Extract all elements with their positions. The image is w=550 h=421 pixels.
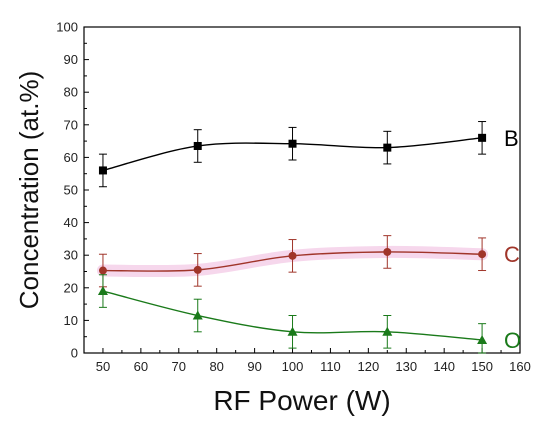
x-tick-label: 70 [172,359,186,374]
data-point [478,250,487,259]
series-c [96,235,489,288]
data-point [98,166,107,175]
y-axis: 0 10 20 30 40 50 60 70 80 90 100 [56,20,89,361]
data-point [383,247,392,256]
y-tick-label: 20 [64,280,78,295]
series-label-o: O [504,328,521,353]
series-label-b: B [504,126,519,151]
y-tick-label: 0 [71,346,78,361]
data-point [193,265,202,274]
x-tick-label: 140 [433,359,455,374]
x-tick-label: 60 [134,359,148,374]
data-point [477,334,488,344]
y-tick-label: 40 [64,215,78,230]
y-tick-label: 60 [64,150,78,165]
y-axis-title: Concentration (at.%) [14,71,44,309]
x-tick-label: 150 [471,359,493,374]
x-tick-label: 130 [395,359,417,374]
data-point [192,310,203,320]
y-tick-label: 90 [64,52,78,67]
y-tick-label: 30 [64,248,78,263]
data-point [97,286,108,296]
x-tick-label: 120 [357,359,379,374]
data-point [288,251,297,260]
data-point [287,326,298,336]
series-o [97,274,488,354]
x-axis: 50 60 70 80 90 100 110 120 130 140 150 160 [96,348,531,374]
x-tick-label: 100 [282,359,304,374]
y-tick-label: 50 [64,183,78,198]
y-tick-label: 80 [64,85,78,100]
series-label-c: C [504,242,520,267]
data-point [382,326,393,336]
data-point [478,133,487,142]
x-tick-label: 110 [320,359,341,374]
x-tick-label: 160 [509,359,531,374]
x-tick-label: 80 [209,359,223,374]
data-point [98,266,107,275]
y-tick-label: 100 [56,20,78,35]
data-point [288,139,297,148]
data-point [383,143,392,152]
x-tick-label: 90 [247,359,261,374]
x-axis-title: RF Power (W) [213,385,390,416]
data-point [193,141,202,150]
x-tick-label: 50 [96,359,110,374]
y-tick-label: 70 [64,117,78,132]
y-tick-label: 10 [64,313,78,328]
series-b [98,121,487,188]
